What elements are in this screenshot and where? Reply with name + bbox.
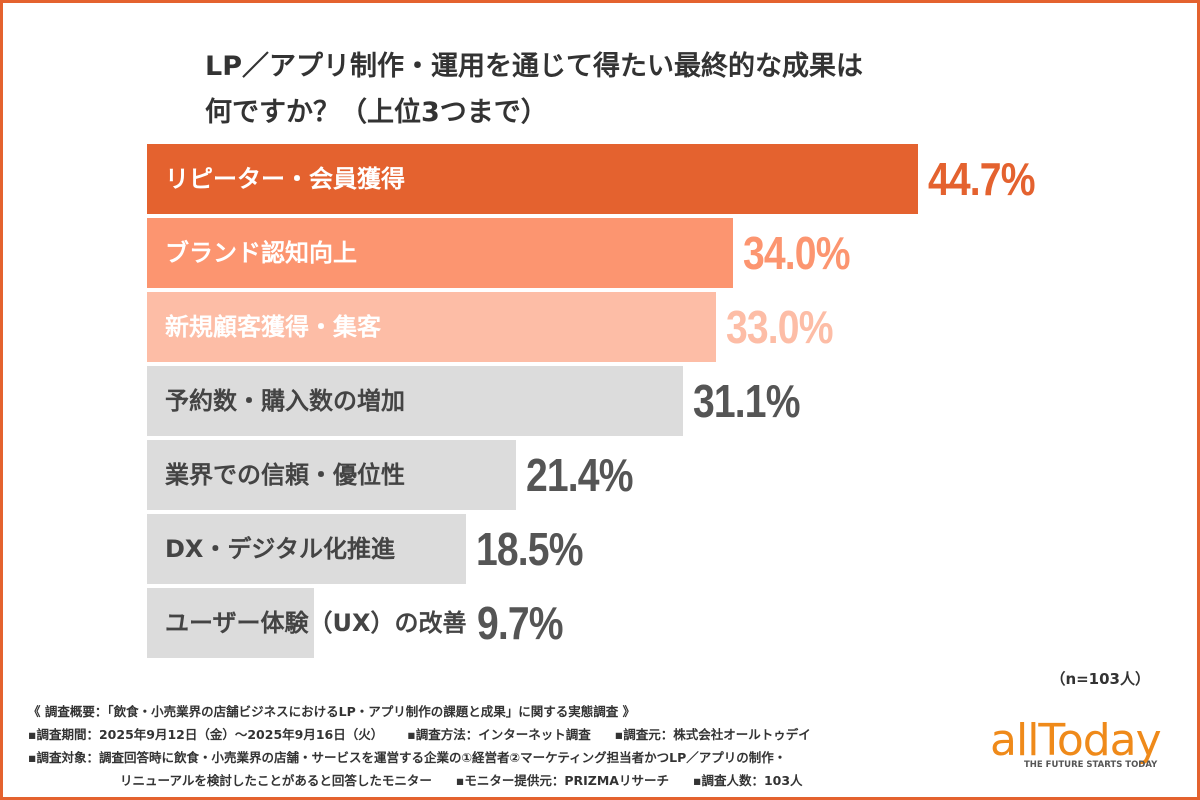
value-label: 34.0% (743, 227, 851, 279)
logo-tagline: THE FUTURE STARTS TODAY (1024, 760, 1158, 770)
bar-label: ユーザー体験（UX）の改善 (165, 609, 467, 637)
bar: ブランド認知向上 (147, 218, 734, 288)
bar: DX・デジタル化推進 (147, 514, 467, 584)
value-label: 33.0% (726, 301, 833, 353)
bar-label: リピーター・会員獲得 (165, 165, 405, 193)
bar: 予約数・購入数の増加 (147, 366, 684, 436)
alltoday-logo: allToday THE FUTURE STARTS TODAY (990, 715, 1190, 771)
survey-provider: ▪モニター提供元：PRIZMAリサーチ (455, 773, 669, 788)
value-label: 44.7% (928, 153, 1035, 205)
value-label: 31.1% (693, 375, 801, 427)
survey-period: ▪調査期間：2025年9月12日（金）～2025年9月16日（火） (28, 727, 384, 742)
bar-label: DX・デジタル化推進 (165, 535, 395, 563)
chart-title: LP／アプリ制作・運用を通じて得たい最終的な成果は 何ですか？（上位3つまで） (205, 44, 863, 136)
survey-source: ▪調査元：株式会社オールトゥデイ (614, 727, 811, 742)
survey-title: 《 調査概要：「飲食・小売業界の店舗ビジネスにおけるLP・アプリ制作の課題と成果… (28, 704, 636, 719)
value-label: 18.5% (476, 523, 583, 575)
logo-wordmark: allToday (990, 715, 1162, 766)
bar: 新規顧客獲得・集客 (147, 292, 717, 362)
survey-target: ▪調査対象：調査回答時に飲食・小売業界の店舗・サービスを運営する企業の①経営者②… (28, 750, 787, 765)
bar: リピーター・会員獲得 (147, 144, 918, 214)
bar-label: 新規顧客獲得・集客 (165, 313, 381, 341)
title-line-2: 何ですか？（上位3つまで） (205, 97, 548, 128)
value-label: 9.7% (476, 597, 564, 649)
bar-label: 業界での信頼・優位性 (165, 461, 405, 489)
bar: ユーザー体験（UX）の改善 (147, 588, 467, 658)
bar: 業界での信頼・優位性 (147, 440, 517, 510)
title-line-1: LP／アプリ制作・運用を通じて得たい最終的な成果は (205, 51, 863, 82)
sample-size: （n=103人） (1050, 670, 1150, 688)
bar-label: ブランド認知向上 (165, 239, 357, 267)
survey-notes: 《 調査概要：「飲食・小売業界の店舗ビジネスにおけるLP・アプリ制作の課題と成果… (28, 700, 811, 792)
survey-count: ▪調査人数：103人 (692, 773, 803, 788)
survey-target-cont: リニューアルを検討したことがあると回答したモニター (120, 773, 432, 788)
bar-label: 予約数・購入数の増加 (165, 387, 405, 415)
survey-method: ▪調査方法：インターネット調査 (407, 727, 591, 742)
value-label: 21.4% (526, 449, 633, 501)
